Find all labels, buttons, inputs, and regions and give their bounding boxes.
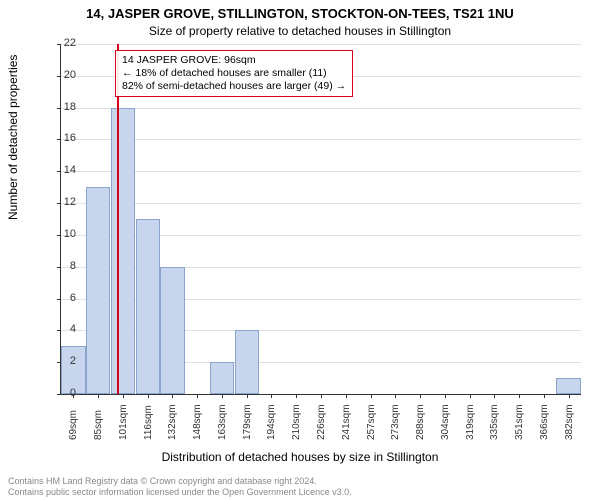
xtick-mark bbox=[470, 394, 471, 398]
ytick-label: 20 bbox=[48, 69, 76, 81]
ytick-label: 2 bbox=[48, 355, 76, 367]
xtick-mark bbox=[321, 394, 322, 398]
xtick-mark bbox=[123, 394, 124, 398]
chart-container: 14, JASPER GROVE, STILLINGTON, STOCKTON-… bbox=[0, 0, 600, 500]
ytick-label: 4 bbox=[48, 323, 76, 335]
xtick-mark bbox=[420, 394, 421, 398]
x-axis-label: Distribution of detached houses by size … bbox=[0, 450, 600, 464]
xtick-mark bbox=[148, 394, 149, 398]
xtick-mark bbox=[172, 394, 173, 398]
footer-attribution: Contains HM Land Registry data © Crown c… bbox=[8, 476, 352, 498]
xtick-mark bbox=[247, 394, 248, 398]
bar bbox=[235, 330, 259, 394]
xtick-label: 304sqm bbox=[440, 404, 451, 440]
ytick-label: 6 bbox=[48, 292, 76, 304]
bar bbox=[210, 362, 234, 394]
xtick-mark bbox=[222, 394, 223, 398]
xtick-mark bbox=[445, 394, 446, 398]
xtick-label: 226sqm bbox=[316, 404, 327, 440]
xtick-mark bbox=[569, 394, 570, 398]
ytick-label: 8 bbox=[48, 260, 76, 272]
xtick-label: 273sqm bbox=[390, 404, 401, 440]
xtick-label: 241sqm bbox=[341, 404, 352, 440]
xtick-mark bbox=[371, 394, 372, 398]
bar bbox=[556, 378, 580, 394]
bar bbox=[160, 267, 184, 394]
xtick-mark bbox=[271, 394, 272, 398]
gridline bbox=[61, 171, 581, 172]
chart-title-address: 14, JASPER GROVE, STILLINGTON, STOCKTON-… bbox=[0, 6, 600, 21]
xtick-label: 257sqm bbox=[366, 404, 377, 440]
xtick-label: 163sqm bbox=[217, 404, 228, 440]
ytick-label: 10 bbox=[48, 228, 76, 240]
footer-line2: Contains public sector information licen… bbox=[8, 487, 352, 498]
chart-subtitle: Size of property relative to detached ho… bbox=[0, 24, 600, 38]
ytick-label: 14 bbox=[48, 164, 76, 176]
xtick-label: 210sqm bbox=[291, 404, 302, 440]
xtick-mark bbox=[296, 394, 297, 398]
xtick-label: 85sqm bbox=[93, 410, 104, 440]
xtick-label: 382sqm bbox=[564, 404, 575, 440]
xtick-label: 288sqm bbox=[415, 404, 426, 440]
xtick-label: 319sqm bbox=[465, 404, 476, 440]
gridline bbox=[61, 108, 581, 109]
bar bbox=[136, 219, 160, 394]
xtick-label: 366sqm bbox=[539, 404, 550, 440]
ytick-label: 12 bbox=[48, 196, 76, 208]
xtick-label: 69sqm bbox=[68, 410, 79, 440]
xtick-mark bbox=[395, 394, 396, 398]
ytick-label: 16 bbox=[48, 132, 76, 144]
y-axis-label: Number of detached properties bbox=[6, 55, 20, 220]
xtick-label: 116sqm bbox=[143, 405, 154, 440]
bar bbox=[111, 108, 135, 394]
xtick-mark bbox=[197, 394, 198, 398]
ytick-label: 22 bbox=[48, 37, 76, 49]
ytick-label: 0 bbox=[48, 387, 76, 399]
gridline bbox=[61, 44, 581, 45]
xtick-label: 132sqm bbox=[167, 404, 178, 440]
ytick-label: 18 bbox=[48, 101, 76, 113]
xtick-mark bbox=[544, 394, 545, 398]
gridline bbox=[61, 139, 581, 140]
xtick-label: 335sqm bbox=[489, 404, 500, 440]
annotation-box: 14 JASPER GROVE: 96sqm ← 18% of detached… bbox=[115, 50, 353, 97]
xtick-label: 148sqm bbox=[192, 404, 203, 440]
xtick-mark bbox=[346, 394, 347, 398]
xtick-mark bbox=[519, 394, 520, 398]
xtick-mark bbox=[98, 394, 99, 398]
xtick-mark bbox=[494, 394, 495, 398]
xtick-label: 194sqm bbox=[266, 404, 277, 440]
annotation-line1: 14 JASPER GROVE: 96sqm bbox=[122, 54, 346, 67]
footer-line1: Contains HM Land Registry data © Crown c… bbox=[8, 476, 352, 487]
xtick-label: 351sqm bbox=[514, 404, 525, 440]
annotation-line2: ← 18% of detached houses are smaller (11… bbox=[122, 67, 346, 80]
xtick-label: 179sqm bbox=[242, 404, 253, 440]
xtick-label: 101sqm bbox=[118, 404, 129, 440]
annotation-line3: 82% of semi-detached houses are larger (… bbox=[122, 80, 346, 93]
bar bbox=[86, 187, 110, 394]
gridline bbox=[61, 203, 581, 204]
plot-area: 14 JASPER GROVE: 96sqm ← 18% of detached… bbox=[60, 44, 581, 395]
